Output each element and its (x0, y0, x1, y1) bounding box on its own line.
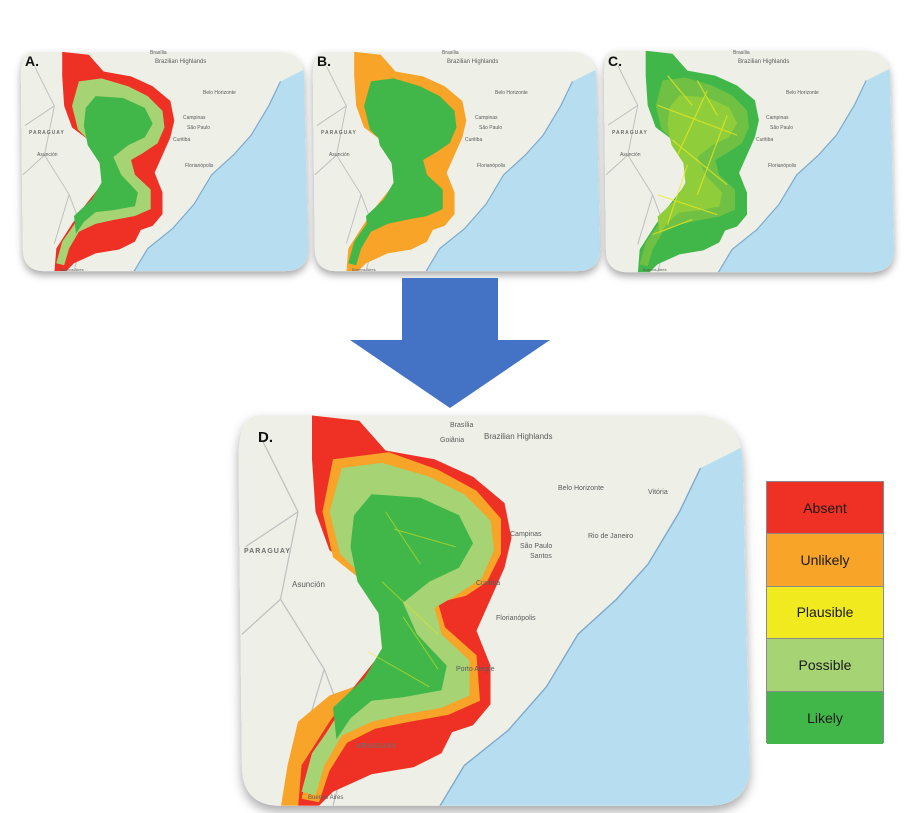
map-label: Curitiba (173, 137, 191, 143)
plausible-texture (652, 75, 738, 236)
legend-item-possible: Possible (767, 639, 883, 692)
map-label: Santos (530, 553, 552, 560)
country-borders (22, 66, 85, 272)
map-label: Campinas (766, 115, 789, 121)
map-label: São Paulo (187, 125, 211, 131)
map-label: PARAGUAY (29, 130, 65, 136)
range-likely (657, 95, 738, 235)
ocean (425, 66, 601, 272)
plausible-texture (367, 511, 456, 688)
coastline (424, 81, 574, 272)
map-label: Brasília (733, 50, 750, 56)
panel-letter-d: D. (258, 429, 273, 446)
country-borders (605, 65, 669, 273)
country-borders (314, 66, 377, 272)
map-label: Buenos Aires (60, 267, 84, 272)
ocean (438, 441, 750, 806)
legend: Absent Unlikely Plausible Possible Likel… (766, 481, 884, 744)
map-label: Florianópolis (477, 163, 506, 169)
map-label: Brasília (442, 50, 459, 56)
map-label: São Paulo (520, 543, 553, 550)
map-label: Brazilian Highlands (484, 432, 553, 441)
map-label: URUGUAY (356, 743, 398, 750)
panel-letter-c: C. (608, 53, 622, 69)
map-label: Florianópolis (496, 615, 536, 622)
map-label: Buenos Aires (308, 795, 344, 801)
map-label: Campinas (475, 115, 498, 121)
range-likely (366, 96, 445, 234)
map-b-svg (312, 51, 601, 272)
panel-letter-a: A. (25, 53, 39, 69)
map-label: Asunción (292, 580, 325, 589)
map-label: Curitiba (465, 137, 483, 143)
legend-item-unlikely: Unlikely (767, 534, 883, 587)
map-label: Buenos Aires (352, 267, 376, 272)
map-label: Asunción (329, 152, 350, 158)
legend-item-likely: Likely (767, 691, 883, 744)
coastline (132, 81, 282, 272)
map-label: Belo Horizonte (203, 90, 236, 96)
map-label: Brasília (450, 422, 474, 429)
map-label: Campinas (510, 531, 542, 538)
map-label: Goiânia (440, 437, 465, 444)
map-label: Vitória (648, 489, 668, 496)
country-borders (241, 441, 352, 806)
map-panel-a: A. Brazilian Highlands Brasília Belo Hor… (15, 45, 310, 275)
map-label: Buenos Aires (643, 267, 667, 272)
map-d-svg (238, 415, 750, 806)
map-label: Belo Horizonte (558, 485, 604, 492)
map-label: Asunción (620, 152, 641, 158)
ocean (717, 65, 895, 273)
map-panel-b: B. Brazilian Highlands Brasília Belo Hor… (307, 45, 602, 275)
map-label: Florianópolis (768, 163, 797, 169)
map-panel-d: D. Brasília Goiânia Brazilian Highlands … (228, 403, 753, 813)
map-label: Campinas (183, 115, 206, 121)
map-label: Curitiba (476, 580, 501, 587)
map-label: Brasília (150, 50, 167, 56)
map-label: Brazilian Highlands (155, 59, 207, 65)
map-label: Florianópolis (185, 163, 214, 169)
map-c-svg (603, 50, 895, 273)
map-label: São Paulo (479, 125, 503, 131)
down-arrow-icon (350, 278, 550, 408)
map-label: PARAGUAY (244, 548, 291, 555)
ocean (133, 66, 309, 272)
map-label: Belo Horizonte (786, 90, 819, 96)
map-label: Asunción (37, 152, 58, 158)
legend-item-absent: Absent (767, 482, 883, 535)
map-label: Curitiba (756, 137, 774, 143)
map-label: PARAGUAY (321, 130, 357, 136)
coastline (437, 467, 702, 806)
map-label: Belo Horizonte (495, 90, 528, 96)
map-label: Brazilian Highlands (738, 59, 790, 65)
coastline (716, 80, 867, 273)
map-a-svg (20, 51, 309, 272)
legend-item-plausible: Plausible (767, 586, 883, 640)
map-label: PARAGUAY (612, 130, 648, 136)
map-panel-c: C. Brazilian Highlands Brasília Belo Hor… (598, 45, 896, 275)
range-likely (74, 96, 153, 234)
panel-letter-b: B. (317, 53, 331, 69)
map-label: Brazilian Highlands (447, 59, 499, 65)
map-label: Rio de Janeiro (588, 533, 634, 540)
map-label: Porto Alegre (456, 666, 495, 673)
map-label: São Paulo (770, 125, 794, 131)
